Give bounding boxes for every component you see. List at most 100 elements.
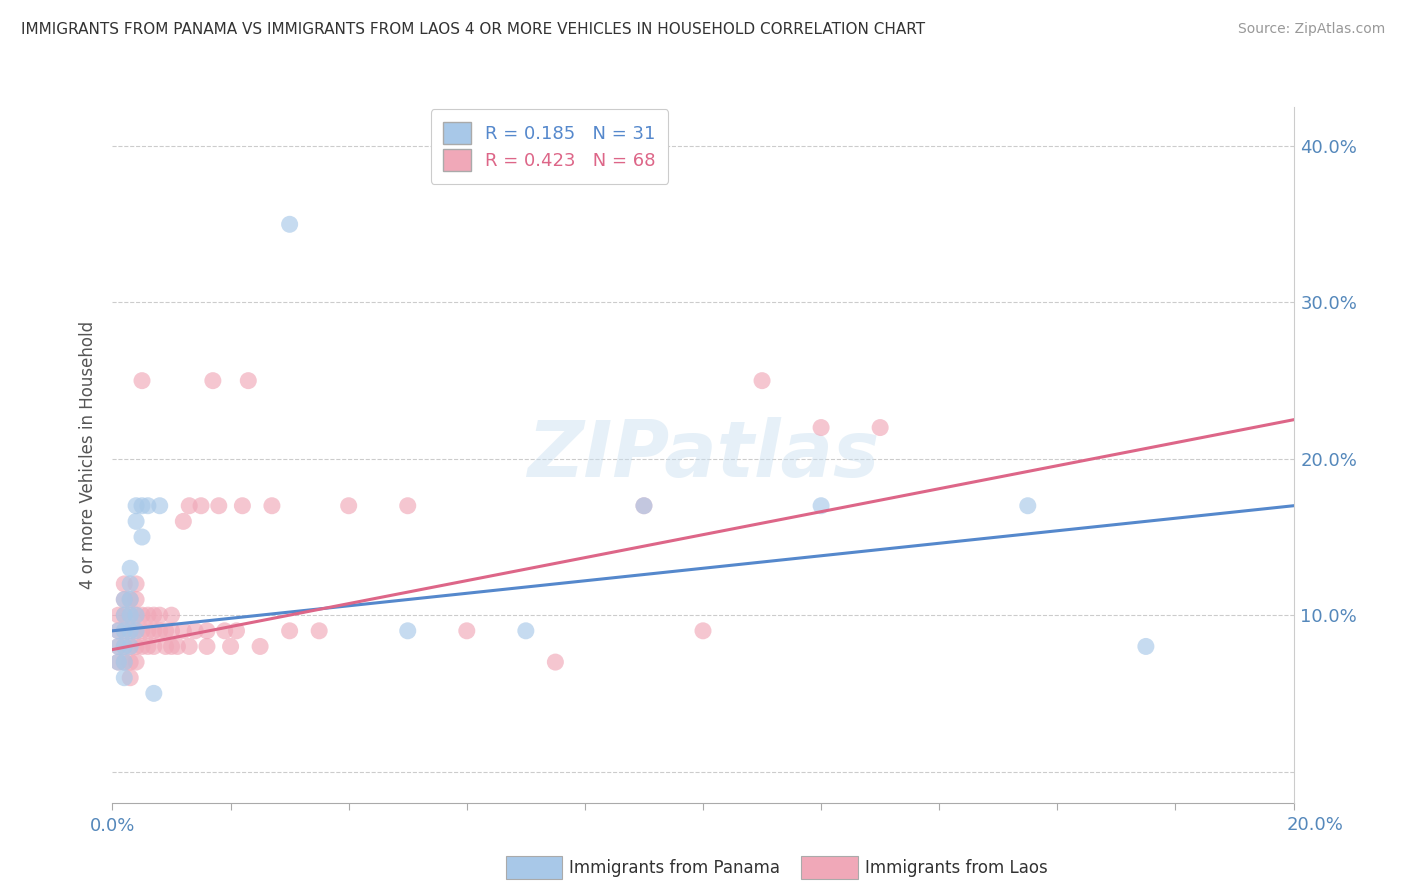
Point bbox=[107, 624, 129, 638]
Point bbox=[131, 624, 153, 638]
Point bbox=[195, 640, 218, 654]
Point bbox=[155, 624, 177, 638]
Text: 20.0%: 20.0% bbox=[1286, 816, 1343, 834]
Point bbox=[131, 640, 153, 654]
Text: Immigrants from Laos: Immigrants from Laos bbox=[865, 859, 1047, 877]
Point bbox=[172, 624, 194, 638]
Point bbox=[112, 608, 135, 623]
Point bbox=[190, 499, 212, 513]
Point bbox=[810, 499, 832, 513]
Text: Immigrants from Panama: Immigrants from Panama bbox=[569, 859, 780, 877]
Point bbox=[225, 624, 247, 638]
Point bbox=[456, 624, 478, 638]
Point bbox=[112, 592, 135, 607]
Point bbox=[120, 624, 142, 638]
Point bbox=[149, 624, 172, 638]
Point bbox=[633, 499, 655, 513]
Point bbox=[396, 624, 419, 638]
Point bbox=[308, 624, 330, 638]
Point bbox=[131, 530, 153, 544]
Point bbox=[219, 640, 242, 654]
Point bbox=[131, 499, 153, 513]
Point bbox=[107, 655, 129, 669]
Point bbox=[120, 608, 142, 623]
Point bbox=[125, 577, 148, 591]
Point bbox=[149, 499, 172, 513]
Point bbox=[396, 499, 419, 513]
Point bbox=[120, 640, 142, 654]
Point bbox=[208, 499, 231, 513]
Point bbox=[112, 640, 135, 654]
Point bbox=[260, 499, 283, 513]
Point bbox=[160, 640, 183, 654]
Point bbox=[120, 592, 142, 607]
Point bbox=[112, 640, 135, 654]
Point bbox=[172, 514, 194, 528]
Point bbox=[633, 499, 655, 513]
Point bbox=[125, 640, 148, 654]
Point bbox=[120, 592, 142, 607]
Point bbox=[544, 655, 567, 669]
Point bbox=[136, 640, 159, 654]
Point bbox=[125, 624, 148, 638]
Point bbox=[810, 420, 832, 434]
Point bbox=[184, 624, 207, 638]
Point bbox=[160, 624, 183, 638]
Point bbox=[136, 624, 159, 638]
Point bbox=[120, 608, 142, 623]
Point bbox=[155, 640, 177, 654]
Point bbox=[160, 608, 183, 623]
Point bbox=[107, 608, 129, 623]
Point bbox=[112, 608, 135, 623]
Point bbox=[751, 374, 773, 388]
Point bbox=[120, 671, 142, 685]
Point bbox=[112, 671, 135, 685]
Point bbox=[231, 499, 253, 513]
Point bbox=[131, 608, 153, 623]
Point bbox=[125, 499, 148, 513]
Y-axis label: 4 or more Vehicles in Household: 4 or more Vehicles in Household bbox=[79, 321, 97, 589]
Point bbox=[107, 655, 129, 669]
Point bbox=[214, 624, 236, 638]
Point bbox=[125, 624, 148, 638]
Point bbox=[112, 624, 135, 638]
Point bbox=[1017, 499, 1039, 513]
Point bbox=[120, 640, 142, 654]
Point bbox=[238, 374, 260, 388]
Point bbox=[249, 640, 271, 654]
Point bbox=[125, 608, 148, 623]
Point bbox=[515, 624, 537, 638]
Point bbox=[120, 577, 142, 591]
Point bbox=[136, 499, 159, 513]
Point bbox=[201, 374, 224, 388]
Point bbox=[120, 561, 142, 575]
Point bbox=[125, 514, 148, 528]
Point bbox=[120, 655, 142, 669]
Point bbox=[112, 577, 135, 591]
Text: ZIPatlas: ZIPatlas bbox=[527, 417, 879, 493]
Legend: R = 0.185   N = 31, R = 0.423   N = 68: R = 0.185 N = 31, R = 0.423 N = 68 bbox=[430, 109, 668, 184]
Point bbox=[142, 640, 165, 654]
Point bbox=[142, 624, 165, 638]
Point bbox=[131, 374, 153, 388]
Point bbox=[107, 640, 129, 654]
Point bbox=[125, 608, 148, 623]
Point bbox=[1135, 640, 1157, 654]
Point bbox=[112, 655, 135, 669]
Point bbox=[278, 217, 301, 231]
Point bbox=[112, 624, 135, 638]
Point bbox=[278, 624, 301, 638]
Point bbox=[166, 640, 188, 654]
Text: Source: ZipAtlas.com: Source: ZipAtlas.com bbox=[1237, 22, 1385, 37]
Text: IMMIGRANTS FROM PANAMA VS IMMIGRANTS FROM LAOS 4 OR MORE VEHICLES IN HOUSEHOLD C: IMMIGRANTS FROM PANAMA VS IMMIGRANTS FRO… bbox=[21, 22, 925, 37]
Point bbox=[142, 686, 165, 700]
Point bbox=[107, 640, 129, 654]
Point bbox=[142, 608, 165, 623]
Point bbox=[692, 624, 714, 638]
Point bbox=[112, 592, 135, 607]
Point bbox=[136, 608, 159, 623]
Point bbox=[112, 655, 135, 669]
Point bbox=[149, 608, 172, 623]
Point bbox=[125, 592, 148, 607]
Point bbox=[120, 624, 142, 638]
